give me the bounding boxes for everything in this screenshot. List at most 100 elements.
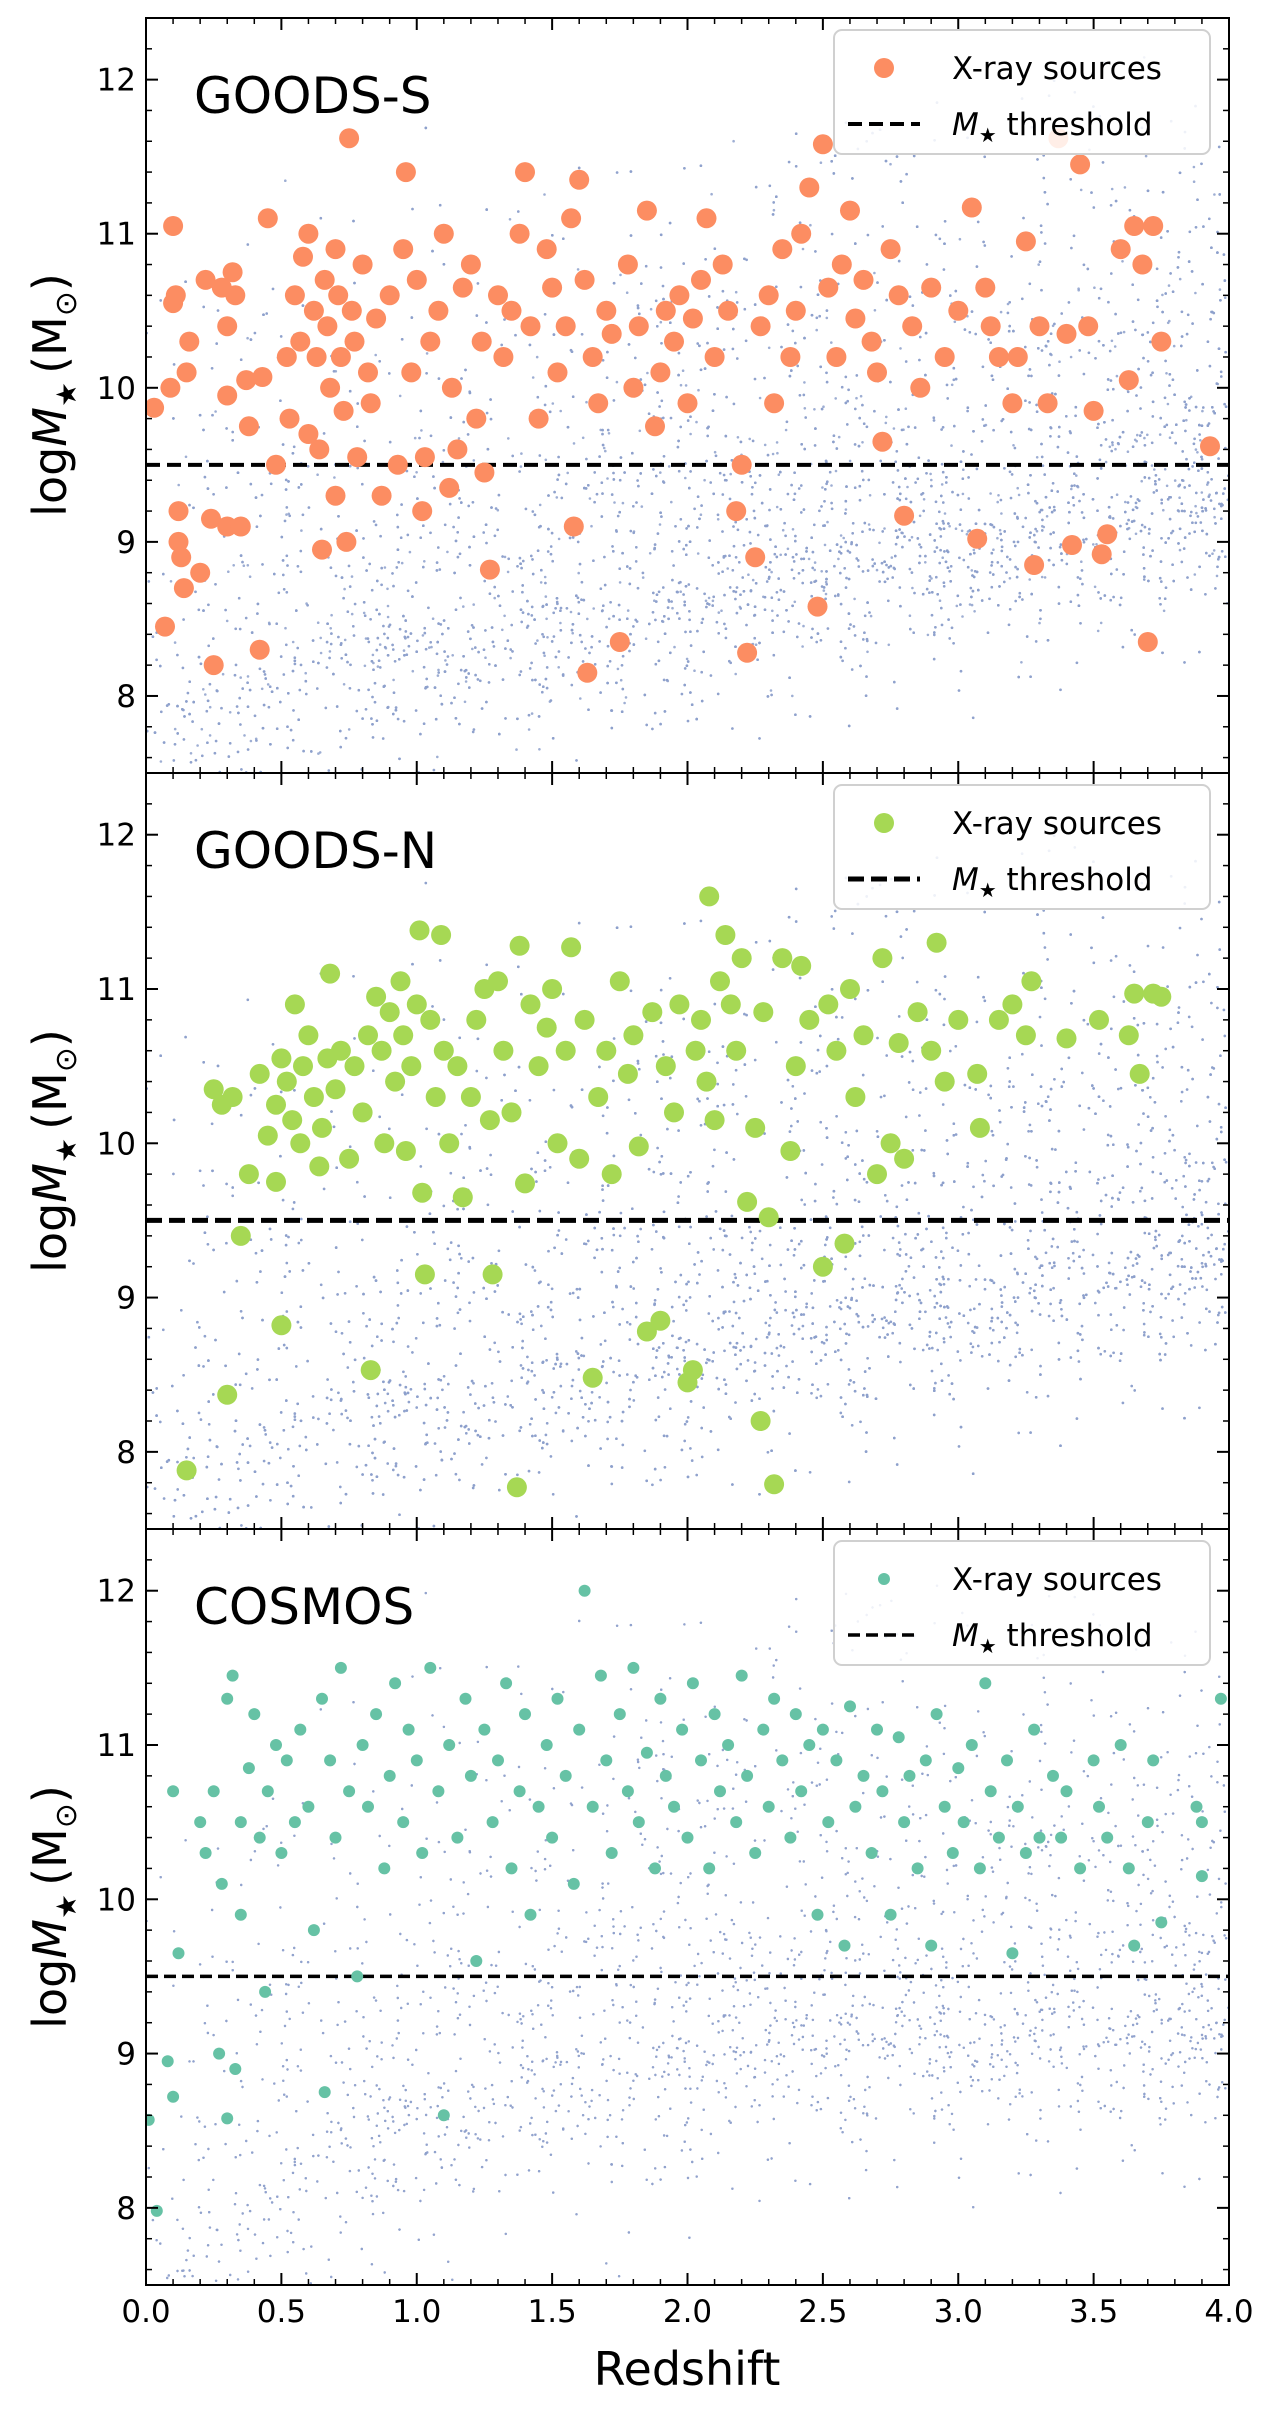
background-point [388,372,391,375]
background-point [815,640,818,644]
background-point [1178,484,1181,487]
background-point [1014,544,1017,548]
background-point [577,600,581,604]
background-point [659,471,662,474]
background-point [552,611,555,615]
background-point [824,592,828,596]
background-point [786,492,790,496]
background-point [291,640,295,644]
background-point [945,383,949,387]
background-point [386,615,390,619]
background-point [489,417,493,421]
background-point [796,364,799,368]
background-point [534,678,537,682]
background-point [717,561,720,564]
background-point [600,481,604,485]
background-point [388,440,392,444]
background-point [887,643,891,647]
background-point [644,264,648,268]
background-point [1018,591,1022,595]
background-point [509,656,512,660]
background-point [1060,552,1063,555]
background-point [1191,322,1194,325]
background-point [845,576,848,580]
background-point [1161,190,1165,194]
background-point [834,469,838,473]
background-point [1108,516,1112,519]
background-point [425,352,429,355]
background-point [307,506,311,509]
background-point [544,581,547,585]
background-point [404,637,407,640]
background-point [559,606,563,610]
background-point [732,590,735,593]
background-point [292,445,296,449]
background-point [948,637,951,640]
background-point [983,424,986,428]
background-point [1073,472,1076,476]
background-point [1165,372,1168,375]
background-point [639,472,642,475]
background-point [1096,629,1100,633]
background-point [662,455,666,458]
background-point [983,155,986,159]
background-point [684,384,688,387]
background-point [503,614,506,618]
background-point [441,632,444,636]
background-point [551,737,555,740]
background-point [1028,282,1032,286]
background-point [754,643,758,646]
background-point [601,432,604,436]
background-point [709,481,712,484]
background-point [462,420,466,424]
background-point [1056,490,1059,493]
background-point [825,482,828,486]
background-point [1223,402,1226,406]
background-point [799,285,803,289]
background-point [1131,445,1135,449]
background-point [363,439,366,443]
background-point [801,645,804,648]
background-point [519,670,523,673]
background-point [571,536,575,539]
background-point [810,536,813,539]
background-point [527,728,531,731]
background-point [492,645,496,648]
background-point [811,627,814,631]
background-point [406,635,410,639]
background-point [485,700,488,704]
background-point [1046,639,1050,642]
background-point [1099,287,1103,291]
background-point [526,624,530,628]
background-point [813,580,816,583]
background-point [1097,296,1101,300]
background-point [214,583,217,586]
background-point [881,570,885,574]
background-point [572,442,576,445]
background-point [231,439,234,442]
background-point [857,565,861,568]
background-point [769,689,773,692]
background-point [1167,284,1171,287]
background-point [424,647,428,651]
background-point [659,511,662,514]
background-point [404,619,408,622]
background-point [1007,329,1011,333]
background-point [777,473,781,477]
background-point [735,611,739,615]
background-point [282,588,286,591]
background-point [285,591,289,594]
background-point [904,497,908,501]
background-point [454,608,458,611]
background-point [682,547,685,551]
background-point [1037,546,1040,549]
background-point [959,508,963,512]
background-point [793,600,797,604]
background-point [253,331,257,335]
background-point [895,155,899,158]
background-point [728,586,732,589]
background-point [181,666,185,670]
background-point [510,623,513,627]
background-point [830,501,833,505]
background-point [1003,530,1006,533]
